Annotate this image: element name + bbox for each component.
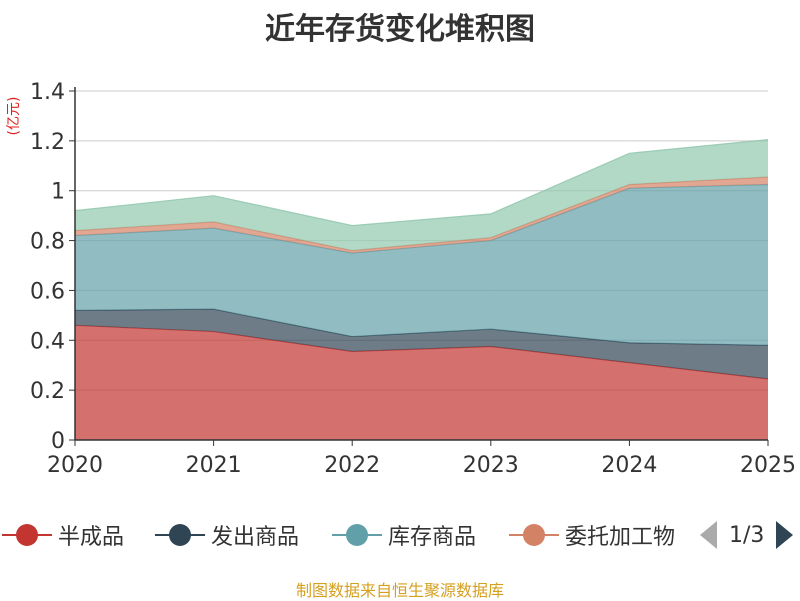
- legend-label: 库存商品: [388, 525, 477, 550]
- legend-label: 发出商品: [211, 525, 300, 550]
- y-tick-label: 1.2: [30, 130, 65, 155]
- legend-item-shipped-goods[interactable]: 发出商品: [155, 517, 299, 553]
- legend: 半成品 发出商品 库存商品 委托加工物 1/3: [0, 517, 800, 553]
- area-series-0: [75, 325, 768, 440]
- x-tick-label: 2024: [601, 453, 657, 478]
- legend-label: 委托加工物: [565, 525, 676, 550]
- y-axis-label: (亿元): [6, 97, 22, 136]
- y-tick-label: 1: [51, 180, 65, 205]
- legend-item-inventory-goods[interactable]: 库存商品: [332, 517, 476, 553]
- x-tick-label: 2022: [324, 453, 380, 478]
- legend-item-consigned-processing[interactable]: 委托加工物: [509, 517, 675, 553]
- area-series-line-4: [74, 139, 769, 227]
- x-tick-label: 2025: [740, 453, 796, 478]
- pager-text: 1/3: [729, 522, 765, 548]
- legend-marker: [509, 524, 559, 546]
- y-tick-label: 0: [51, 429, 65, 454]
- y-tick-label: 0.4: [30, 329, 65, 354]
- legend-item-half-finished[interactable]: 半成品: [2, 517, 124, 553]
- area-series-3: [75, 177, 768, 254]
- area-series-2: [75, 184, 768, 346]
- x-tick-label: 2021: [186, 453, 242, 478]
- source-note: 制图数据来自恒生聚源数据库: [295, 581, 504, 600]
- legend-label: 半成品: [58, 525, 125, 550]
- area-series-4: [75, 139, 768, 251]
- x-tick-label: 2023: [463, 453, 519, 478]
- area-series: [74, 139, 769, 440]
- legend-marker: [2, 524, 52, 546]
- y-tick-label: 0.8: [30, 230, 65, 255]
- chart-title: 近年存货变化堆积图: [265, 12, 535, 47]
- x-tick-label: 2020: [47, 453, 103, 478]
- y-tick-label: 0.2: [30, 379, 65, 404]
- legend-pager: 1/3: [700, 517, 794, 553]
- legend-marker: [332, 524, 382, 546]
- axes: 0 0.2 0.4 0.6 0.8 1 1.2 1.4 2020 2021 2022 2023 2024…: [30, 80, 796, 478]
- area-series-1: [75, 309, 768, 379]
- pager-next-icon[interactable]: [776, 521, 794, 549]
- y-tick-label: 1.4: [30, 80, 65, 105]
- y-tick-label: 0.6: [30, 279, 65, 304]
- pager-prev-icon[interactable]: [700, 521, 717, 549]
- legend-marker: [155, 524, 205, 546]
